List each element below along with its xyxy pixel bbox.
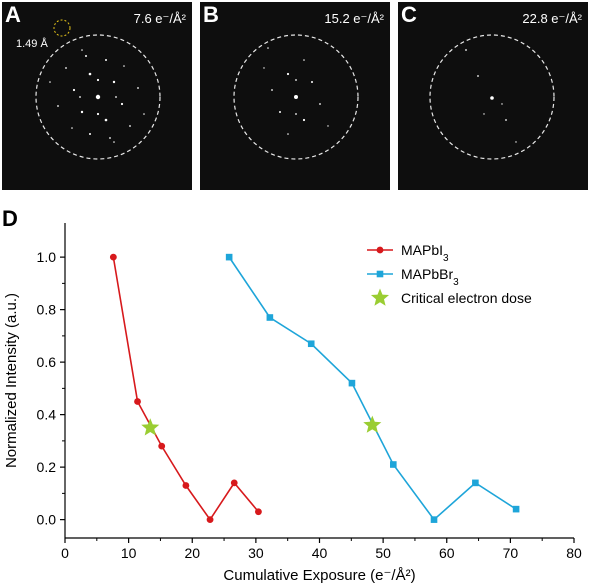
y-tick-label-0.4: 0.4 [37,407,57,423]
diffraction-pattern-a [35,19,161,160]
legend-label-0: MAPbI3 [401,242,449,264]
data-point-2-1 [363,415,382,433]
exposure-chart: 0 10 20 30 40 50 60 70 80 0.0 0.2 0.4 0.6 0.8 1.0 Cumul… [3,223,582,584]
diffraction-spots [263,47,329,135]
x-tick-label-20: 20 [184,545,200,561]
x-tick-label-0: 0 [61,545,69,561]
y-tick-label-0.8: 0.8 [37,302,57,318]
data-point-1-2 [307,340,315,348]
x-axis-label: Cumulative Exposure (e⁻/Å²) [223,567,415,584]
data-point-1-6 [472,479,479,487]
panel-letter-d: D [2,206,18,231]
panel-letter-c: C [401,2,417,27]
data-point-1-3 [348,379,356,387]
aperture-circle [35,34,161,160]
diffraction-pattern-c [429,34,555,160]
resolution-ring [53,19,71,37]
y-tick-label-0.0: 0.0 [37,512,57,528]
data-point-1-5 [430,516,438,523]
aperture-circle [233,34,359,160]
legend-label-1: MAPbBr3 [401,266,459,288]
dose-label-a: 7.6 e⁻/Å² [133,11,186,26]
data-point-1-1 [266,314,274,321]
y-tick-label-1.0: 1.0 [37,249,57,265]
x-tick-label-10: 10 [121,545,137,561]
diffraction-panel-c: C 22.8 e⁻/Å² [398,2,588,190]
x-tick-label-30: 30 [248,545,264,561]
data-point-1-0 [225,253,233,261]
series-line-0 [112,256,260,522]
legend-label-2: Critical electron dose [401,290,532,306]
data-point-0-6 [255,508,262,516]
panel-letter-b: B [203,2,219,27]
diffraction-spots [49,49,145,143]
legend-marker-0 [376,246,384,254]
x-tick-label-50: 50 [375,545,391,561]
data-point-0-5 [230,479,238,487]
y-axis-label: Normalized Intensity (a.u.) [3,293,20,468]
diffraction-spots [465,49,517,143]
diffraction-panel-a: A 7.6 e⁻/Å² 1.49 Å [2,2,192,190]
diffraction-pattern-b [233,34,359,160]
x-tick-label-80: 80 [566,545,582,561]
x-tick-label-60: 60 [439,545,455,561]
legend-marker-2 [370,288,390,306]
y-tick-label-0.6: 0.6 [37,354,57,370]
data-point-0-0 [109,253,117,261]
resolution-label: 1.49 Å [16,38,48,50]
data-point-1-4 [390,461,397,468]
data-point-0-4 [206,516,214,524]
diffraction-panel-b: B 15.2 e⁻/Å² [200,2,390,190]
data-point-2-0 [141,418,160,436]
dose-label-c: 22.8 e⁻/Å² [522,11,582,26]
x-tick-label-70: 70 [503,545,519,561]
dose-label-b: 15.2 e⁻/Å² [324,11,384,26]
legend-marker-1 [376,270,384,278]
data-point-0-3 [182,482,190,489]
aperture-circle [429,34,555,160]
panel-letter-a: A [5,2,21,27]
x-tick-label-40: 40 [312,545,328,561]
data-point-1-7 [512,505,520,513]
data-point-0-1 [134,398,141,405]
y-tick-label-0.2: 0.2 [37,459,57,475]
data-point-0-2 [158,442,166,450]
